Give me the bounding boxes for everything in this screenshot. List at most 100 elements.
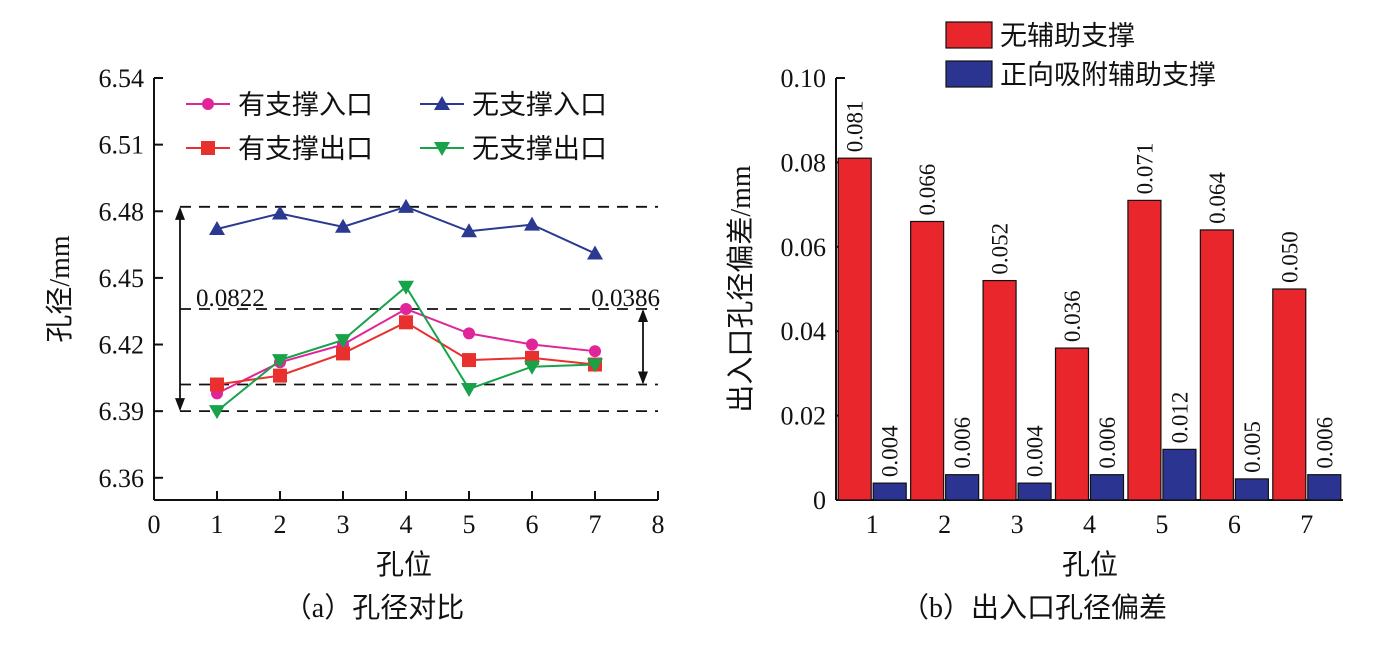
bar: [1089, 474, 1125, 501]
bar: [945, 474, 980, 501]
bar: [1017, 482, 1052, 501]
legend-label: 无支撑出口: [472, 134, 607, 164]
y-tick-label: 6.51: [99, 131, 145, 160]
x-tick-label: 1: [211, 510, 224, 539]
x-tick-label: 3: [337, 510, 350, 539]
data-point: [272, 205, 288, 220]
annotation-label: 0.0822: [196, 285, 265, 312]
bar-value-label: 0.050: [1277, 231, 1302, 283]
x-tick-label: 8: [652, 510, 665, 539]
bar: [1127, 199, 1162, 501]
bar: [1054, 347, 1090, 501]
y-tick-label: 0.02: [781, 402, 827, 431]
x-tick-label: 7: [589, 510, 602, 539]
y-axis-label: 出入口孔径偏差/mm: [725, 165, 757, 413]
y-axis-label: 孔径/mm: [44, 235, 76, 343]
y-tick-label: 0.06: [781, 233, 827, 262]
bar-value-label: 0.006: [1312, 417, 1337, 469]
bar-value-label: 0.004: [878, 425, 903, 477]
legend-label: 有支撑出口: [238, 134, 373, 164]
data-point: [399, 315, 413, 330]
bar-value-label: 0.006: [950, 417, 975, 469]
data-point: [335, 334, 351, 349]
x-tick-label: 6: [1228, 510, 1241, 539]
legend-swatch: [945, 60, 993, 88]
data-point: [463, 327, 475, 340]
y-tick-label: 6.48: [99, 197, 145, 226]
bar: [1272, 288, 1307, 501]
x-tick-label: 5: [1155, 510, 1168, 539]
data-point: [272, 354, 288, 369]
annotation-arrow-head: [638, 371, 648, 385]
bar-value-label: 0.071: [1132, 143, 1157, 195]
x-axis-label: 孔位: [1062, 549, 1118, 581]
legend-label: 无辅助支撑: [1000, 21, 1135, 51]
data-point: [587, 358, 603, 373]
chart-a-hole-diameter-comparison: 6.36 6.39 6.42 6.45 6.48 6.51 6.54 0 1 2 3 4 5 6 7 8 0.0…: [44, 64, 665, 624]
data-point: [400, 302, 412, 315]
x-tick-label: 2: [274, 510, 287, 539]
bar-value-label: 0.052: [988, 223, 1013, 275]
y-tick-label: 0.04: [781, 317, 827, 346]
y-tick-label: 6.36: [99, 464, 145, 493]
x-tick-label: 5: [463, 510, 476, 539]
data-point: [461, 382, 477, 397]
data-point: [589, 345, 601, 358]
legend-label: 无支撑入口: [472, 90, 607, 120]
x-tick-label: 6: [526, 510, 539, 539]
annotation-arrow-head: [175, 398, 185, 412]
bar-value-label: 0.036: [1060, 290, 1085, 342]
legend-marker: [201, 141, 215, 155]
bar-value-label: 0.066: [915, 164, 940, 216]
bar-value-label: 0.064: [1205, 172, 1230, 224]
y-tick-label: 6.45: [99, 264, 145, 293]
legend-marker: [434, 96, 450, 110]
y-tick-label: 0.08: [781, 148, 827, 177]
legend-marker: [202, 98, 214, 110]
data-point: [461, 223, 477, 238]
bar: [1199, 229, 1234, 501]
x-tick-label: 3: [1011, 510, 1024, 539]
legend-marker: [434, 142, 450, 156]
data-point: [398, 198, 414, 213]
data-point: [210, 377, 224, 392]
annotation-arrow-head: [638, 308, 648, 322]
data-point: [398, 280, 414, 295]
data-point: [335, 218, 351, 233]
y-tick-label: 6.42: [99, 331, 145, 360]
chart-caption: （a）孔径对比: [284, 592, 464, 624]
bar: [1307, 474, 1342, 501]
bar: [982, 279, 1017, 501]
bar: [837, 157, 872, 501]
annotation-label: 0.0386: [591, 285, 660, 312]
x-axis-label: 孔位: [376, 549, 432, 581]
bar-value-label: 0.006: [1095, 417, 1120, 469]
data-point: [524, 216, 540, 231]
data-point: [526, 338, 538, 351]
legend-swatch: [945, 21, 993, 49]
bar-value-label: 0.012: [1167, 392, 1192, 444]
data-point: [587, 245, 603, 260]
data-point: [524, 360, 540, 375]
y-tick-label: 0: [813, 486, 826, 515]
legend-label: 正向吸附辅助支撑: [1000, 60, 1216, 90]
x-tick-label: 0: [148, 510, 161, 539]
data-point: [462, 353, 476, 368]
bar-value-label: 0.081: [843, 100, 868, 152]
legend-label: 有支撑入口: [238, 90, 373, 120]
data-point: [336, 346, 350, 361]
y-tick-label: 6.54: [99, 64, 145, 93]
bar-value-label: 0.005: [1240, 421, 1265, 473]
y-tick-label: 0.10: [781, 64, 827, 93]
data-point: [209, 221, 225, 236]
data-point: [273, 368, 287, 383]
x-tick-label: 7: [1300, 510, 1313, 539]
chart-b-diameter-deviation: 0 0.02 0.04 0.06 0.08 0.10 1 0.081 0.004 2 0.066 0.…: [725, 21, 1343, 624]
data-point: [209, 405, 225, 420]
bar: [872, 482, 907, 501]
x-tick-label: 1: [866, 510, 879, 539]
x-tick-label: 4: [1083, 510, 1096, 539]
bar-value-label: 0.004: [1023, 425, 1048, 477]
annotation-arrow-head: [175, 206, 185, 220]
